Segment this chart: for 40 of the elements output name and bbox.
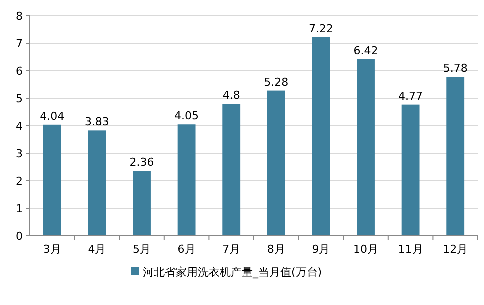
bar (446, 77, 465, 236)
data-label: 7.22 (308, 22, 334, 36)
data-label: 4.8 (222, 89, 240, 102)
y-tick-label: 3 (16, 148, 23, 160)
bar (222, 104, 241, 236)
x-tick-label: 3月 (43, 243, 62, 256)
x-tick-label: 9月 (312, 243, 330, 256)
bar (312, 37, 330, 236)
y-tick-label: 0 (16, 230, 23, 243)
data-label: 4.77 (398, 90, 424, 103)
y-tick-label: 4 (16, 120, 23, 133)
x-tick-label: 10月 (354, 243, 378, 256)
data-label: 6.42 (354, 44, 378, 58)
bar (402, 104, 420, 236)
data-label: 5.78 (443, 62, 468, 76)
y-tick-label: 7 (16, 38, 23, 50)
data-label: 2.36 (130, 156, 154, 170)
data-label: 5.28 (264, 76, 289, 89)
bar (178, 124, 196, 236)
bar (357, 59, 375, 236)
bar (267, 90, 286, 236)
y-tick-label: 5 (16, 92, 23, 106)
data-label: 4.04 (40, 110, 65, 123)
legend-label: 河北省家用洗衣机产量_当月值(万台) (143, 266, 322, 279)
x-tick-label: 11月 (398, 243, 424, 256)
bar (88, 130, 106, 236)
x-tick-label: 4月 (88, 243, 106, 256)
data-label: 3.83 (84, 116, 110, 129)
x-tick-label: 7月 (222, 243, 241, 256)
y-tick-label: 1 (16, 202, 23, 216)
x-tick-label: 5月 (133, 243, 151, 256)
x-tick-label: 6月 (178, 243, 196, 256)
y-tick-label: 6 (16, 65, 23, 78)
x-tick-label: 8月 (267, 243, 286, 256)
bar (43, 124, 62, 236)
data-label: 4.05 (174, 110, 200, 123)
bar (133, 171, 151, 236)
y-tick-label: 8 (16, 10, 23, 23)
y-tick-label: 2 (16, 175, 23, 188)
x-tick-label: 12月 (443, 243, 468, 256)
